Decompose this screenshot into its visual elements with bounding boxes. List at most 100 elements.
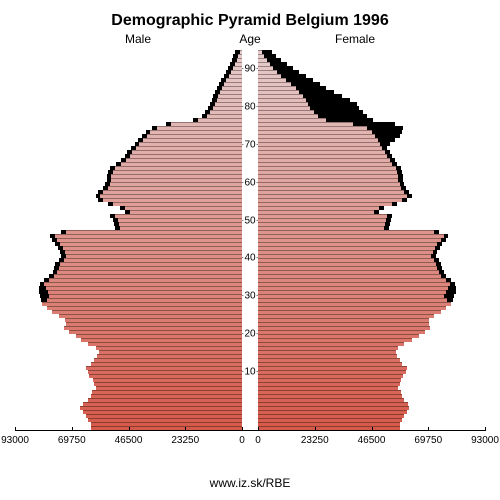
bar-main [46,286,242,290]
bar-main [258,286,448,290]
bar-row [15,342,242,346]
bar-row [15,130,242,134]
bar-main [94,358,242,362]
bar-row [15,418,242,422]
bar-main [258,250,433,254]
bar-main [258,274,441,278]
bar-main [147,134,242,138]
age-tick-label: 20 [243,329,256,340]
x-tick-mark [428,427,429,431]
bar-row [258,186,485,190]
bar-row [258,406,485,410]
bar-main [224,82,242,86]
bar-row [15,154,242,158]
x-tick-label: 93000 [471,435,499,446]
bar-row [15,58,242,62]
bar-main [258,418,402,422]
bar-row [258,118,485,122]
bar-main [258,122,353,126]
bar-main [258,74,281,78]
x-tick-mark [315,427,316,431]
x-tick-mark [185,427,186,431]
age-tick-label: 60 [243,177,256,188]
bar-main [103,198,242,202]
bar-main [115,214,242,218]
bar-row [15,354,242,358]
bar-main [130,154,242,158]
bar-row [258,262,485,266]
bar-row [258,194,485,198]
age-tick-label: 90 [243,63,256,74]
bar-main [103,190,242,194]
bar-main [258,162,392,166]
bar-row [15,254,242,258]
female-label: Female [335,32,375,46]
x-tick-mark [15,427,16,431]
bar-main [47,306,242,310]
bar-row [258,198,485,202]
bar-row [15,346,242,350]
bar-row [15,302,242,306]
bar-row [15,182,242,186]
bar-row [258,102,485,106]
bar-row [258,174,485,178]
bar-row [258,282,485,286]
bar-main [226,78,242,82]
bar-main [96,386,242,390]
bar-main [258,294,444,298]
bar-main [258,322,429,326]
bar-main [47,298,242,302]
bar-row [258,162,485,166]
male-label: Male [125,32,151,46]
bar-row [15,186,242,190]
bar-main [258,118,326,122]
bar-main [57,270,243,274]
bar-main [258,298,447,302]
bar-row [258,82,485,86]
bar-main [88,418,242,422]
bar-main [97,354,242,358]
bar-row [258,190,485,194]
bar-main [130,210,242,214]
bar-row [258,358,485,362]
bar-row [15,242,242,246]
bar-row [258,390,485,394]
bar-main [93,378,242,382]
bar-main [125,206,242,210]
bar-row [15,82,242,86]
bar-row [15,378,242,382]
bar-row [15,246,242,250]
bar-row [258,318,485,322]
x-axis: 9300069750465002325000232504650069750930… [15,430,485,450]
bar-row [15,298,242,302]
bar-main [258,354,397,358]
bar-row [258,50,485,54]
bar-row [15,250,242,254]
bar-main [258,70,277,74]
bar-row [15,306,242,310]
bar-main [64,326,242,330]
bar-main [65,250,242,254]
bar-main [258,330,425,334]
bar-row [15,226,242,230]
bar-main [258,170,397,174]
bar-row [258,230,485,234]
bar-main [258,54,264,58]
bar-main [258,202,392,206]
bar-row [15,394,242,398]
female-side [258,50,485,430]
bar-row [258,346,485,350]
chart-title: Demographic Pyramid Belgium 1996 [0,12,500,30]
chart-area: 102030405060708090 930006975046500232500… [15,50,485,450]
bar-main [66,254,242,258]
bar-row [15,278,242,282]
bar-main [258,194,407,198]
bar-row [15,270,242,274]
bar-main [258,102,308,106]
bar-main [258,334,419,338]
bar-row [258,138,485,142]
bar-main [258,226,384,230]
bar-main [111,174,242,178]
bar-main [258,154,387,158]
bar-main [258,186,401,190]
